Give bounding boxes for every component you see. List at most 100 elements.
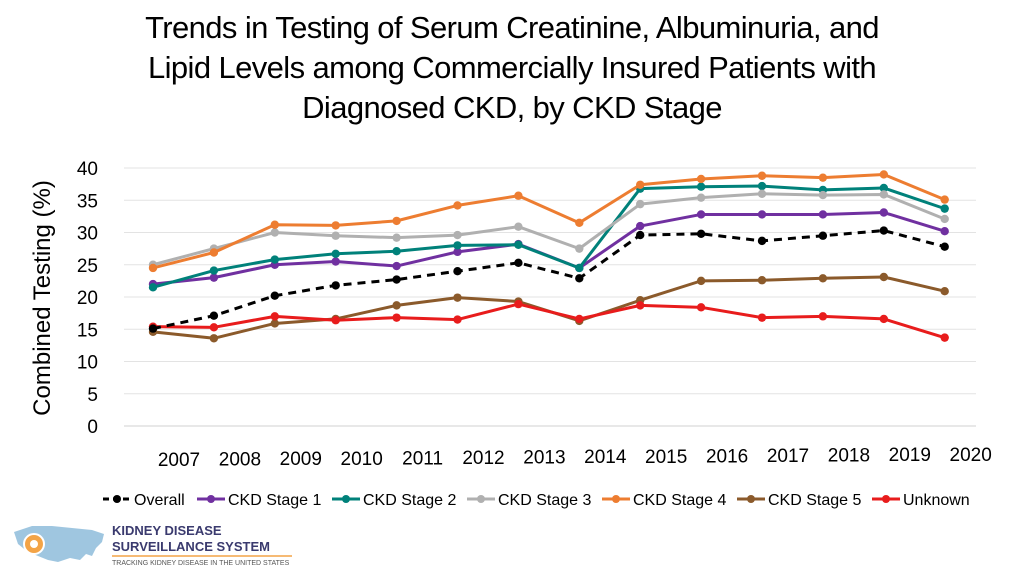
data-point	[940, 214, 949, 224]
legend-marker	[477, 495, 485, 503]
series-line	[152, 172, 946, 270]
data-point	[636, 230, 645, 240]
series-ckd-stage-1	[148, 208, 949, 289]
data-point	[757, 171, 767, 180]
kdss-logo: KIDNEY DISEASE SURVEILLANCE SYSTEM TRACK…	[14, 523, 292, 567]
data-point	[696, 210, 706, 219]
x-tick-label: 2013	[523, 448, 565, 469]
data-point	[818, 173, 828, 182]
data-point	[148, 263, 158, 273]
data-point	[940, 195, 949, 204]
data-point	[636, 221, 645, 231]
data-point	[879, 190, 888, 199]
legend-item: CKD Stage 1	[197, 492, 321, 509]
data-point	[270, 312, 279, 321]
chart-title: Trends in Testing of Serum Creatinine, A…	[40, 8, 984, 128]
legend-label: CKD Stage 2	[363, 492, 456, 509]
legend-label: CKD Stage 1	[228, 492, 321, 509]
data-point	[453, 230, 462, 240]
data-point	[757, 313, 767, 322]
data-point	[331, 221, 340, 230]
data-point	[331, 249, 340, 258]
data-point	[270, 228, 279, 237]
legend-item: Unknown	[872, 492, 970, 509]
legend-item: CKD Stage 2	[332, 492, 456, 509]
data-point	[879, 183, 888, 193]
data-point	[453, 315, 462, 324]
data-point	[392, 247, 401, 256]
y-axis-ticks: 0 5 10 15 20 25 30 35 40	[77, 159, 98, 438]
x-axis-ticks: 2007 2008 2009 2010 2011 2012 2013 2014 2015 2016…	[158, 445, 992, 471]
data-point	[940, 242, 949, 251]
data-point	[940, 204, 949, 213]
chart-title-line-2: Lipid Levels among Commercially Insured …	[147, 50, 877, 85]
x-tick-label: 2017	[767, 446, 809, 467]
data-point	[757, 181, 767, 191]
legend-marker	[612, 495, 620, 503]
data-point	[392, 313, 401, 322]
data-point	[270, 319, 279, 328]
data-point	[392, 275, 401, 284]
data-point	[331, 257, 340, 266]
legend-marker	[207, 495, 215, 503]
legend-item: CKD Stage 5	[737, 492, 861, 509]
data-point	[818, 274, 828, 283]
legend-item: CKD Stage 3	[467, 492, 591, 509]
legend: Overall CKD Stage 1 CKD Stage 2 CKD Stage 3…	[103, 492, 970, 509]
data-point	[270, 220, 279, 229]
legend-item: Overall	[103, 492, 185, 509]
data-point	[696, 182, 706, 191]
y-axis-label: Combined Testing (%)	[29, 180, 56, 416]
data-point	[696, 174, 706, 184]
data-point	[209, 323, 219, 332]
data-point	[940, 333, 949, 342]
data-point	[818, 190, 828, 200]
data-point	[575, 218, 584, 228]
data-point	[696, 276, 706, 286]
data-point	[818, 312, 828, 321]
data-point	[453, 293, 462, 302]
data-point	[696, 303, 706, 312]
x-tick-label: 2019	[889, 445, 931, 466]
y-tick-label: 15	[77, 320, 98, 341]
legend-label: CKD Stage 5	[768, 492, 861, 509]
data-point	[575, 274, 584, 283]
y-tick-label: 30	[77, 224, 98, 245]
data-point	[879, 208, 888, 217]
y-tick-label: 40	[77, 159, 98, 180]
x-tick-label: 2010	[341, 449, 383, 470]
data-point	[331, 316, 340, 325]
data-point	[514, 240, 523, 249]
line-chart: 0 5 10 15 20 25 30 35 40 2007 2008 2009 2010 2011 201…	[29, 159, 992, 509]
data-point	[696, 193, 706, 202]
x-tick-label: 2008	[219, 450, 261, 471]
data-point	[636, 301, 645, 310]
y-tick-label: 0	[87, 417, 98, 438]
series-unknown	[148, 299, 949, 342]
data-point	[148, 283, 158, 292]
series-line	[152, 302, 946, 340]
legend-label: CKD Stage 4	[633, 492, 726, 509]
series-line	[152, 184, 946, 289]
data-point	[940, 286, 949, 296]
data-point	[818, 210, 828, 219]
legend-marker	[882, 495, 890, 503]
series-ckd-stage-4	[148, 170, 949, 273]
series-ckd-stage-5	[148, 272, 949, 343]
x-tick-label: 2020	[950, 445, 992, 466]
legend-item: CKD Stage 4	[602, 492, 726, 509]
chart-title-line-3: Diagnosed CKD, by CKD Stage	[302, 90, 722, 125]
data-point	[514, 299, 523, 309]
data-point	[879, 272, 888, 282]
x-tick-label: 2011	[402, 448, 443, 469]
data-point	[879, 314, 888, 324]
y-tick-label: 35	[77, 191, 98, 212]
x-tick-label: 2009	[280, 449, 322, 470]
legend-marker	[747, 495, 755, 503]
data-point	[209, 311, 219, 320]
data-point	[818, 231, 828, 240]
data-point	[331, 281, 340, 290]
x-tick-label: 2015	[645, 447, 687, 468]
data-point	[209, 266, 219, 275]
data-point	[453, 201, 462, 210]
